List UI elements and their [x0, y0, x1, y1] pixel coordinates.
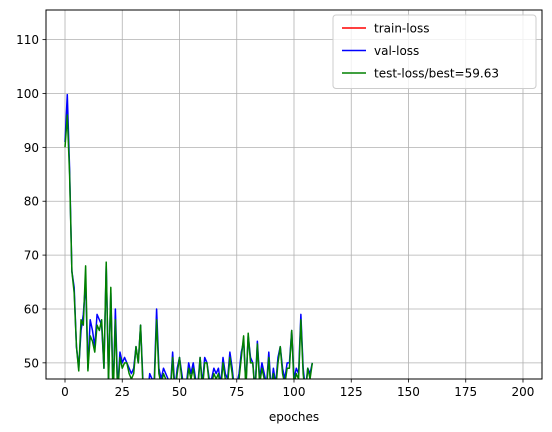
legend: train-loss val-loss test-loss/best=59.63: [332, 14, 537, 89]
x-tick-label: 150: [397, 385, 420, 399]
y-tick-label: 50: [24, 356, 39, 370]
legend-label: test-loss/best=59.63: [374, 67, 499, 81]
x-tick-label: 100: [283, 385, 306, 399]
y-tick-label: 110: [16, 33, 39, 47]
x-tick-label: 25: [115, 385, 130, 399]
x-tick-label: 75: [229, 385, 244, 399]
x-tick-label: 0: [61, 385, 69, 399]
axis-ticks: 0 25 50 75 100 125 150 175 200 50 60 70 80 90 100 110: [16, 33, 534, 399]
x-tick-label: 175: [454, 385, 477, 399]
y-tick-label: 80: [24, 195, 39, 209]
x-tick-label: 50: [172, 385, 187, 399]
x-tick-label: 125: [340, 385, 363, 399]
series-line-2: [64, 114, 314, 379]
x-axis-label: epoches: [269, 410, 319, 424]
y-tick-label: 90: [24, 141, 39, 155]
y-tick-label: 60: [24, 302, 39, 316]
y-tick-label: 70: [24, 249, 39, 263]
x-tick-label: 200: [512, 385, 535, 399]
y-tick-label: 100: [16, 87, 39, 101]
series-lines: [64, 93, 314, 379]
legend-label: train-loss: [374, 22, 429, 36]
legend-box: [332, 14, 537, 89]
legend-label: val-loss: [374, 44, 419, 58]
